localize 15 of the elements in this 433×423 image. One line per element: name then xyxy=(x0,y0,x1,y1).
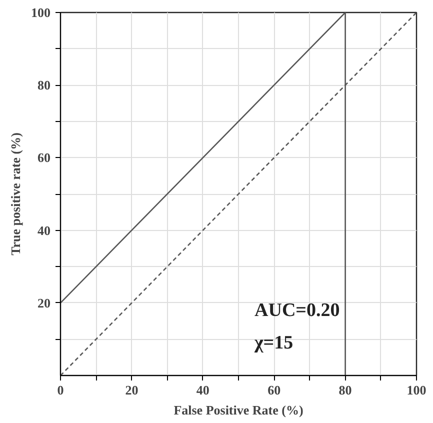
x-tick-label: 40 xyxy=(196,382,210,398)
x-tick-label: 0 xyxy=(57,382,64,398)
x-tick-label: 80 xyxy=(338,382,352,398)
x-axis-title: False Positive Rate (%) xyxy=(174,402,304,418)
annotation: χ=15 xyxy=(254,332,294,354)
y-tick-label: 60 xyxy=(38,150,50,166)
x-tick-label: 100 xyxy=(406,382,426,398)
y-tick-label: 20 xyxy=(38,295,50,310)
y-tick-label: 100 xyxy=(31,5,50,20)
x-tick-label: 20 xyxy=(125,382,138,398)
y-tick-label: 80 xyxy=(38,78,50,93)
x-tick-label: 60 xyxy=(268,382,281,398)
annotation: AUC=0.20 xyxy=(254,300,340,322)
y-axis-title: True positive rate (%) xyxy=(8,132,23,256)
y-tick-label: 40 xyxy=(38,222,50,238)
